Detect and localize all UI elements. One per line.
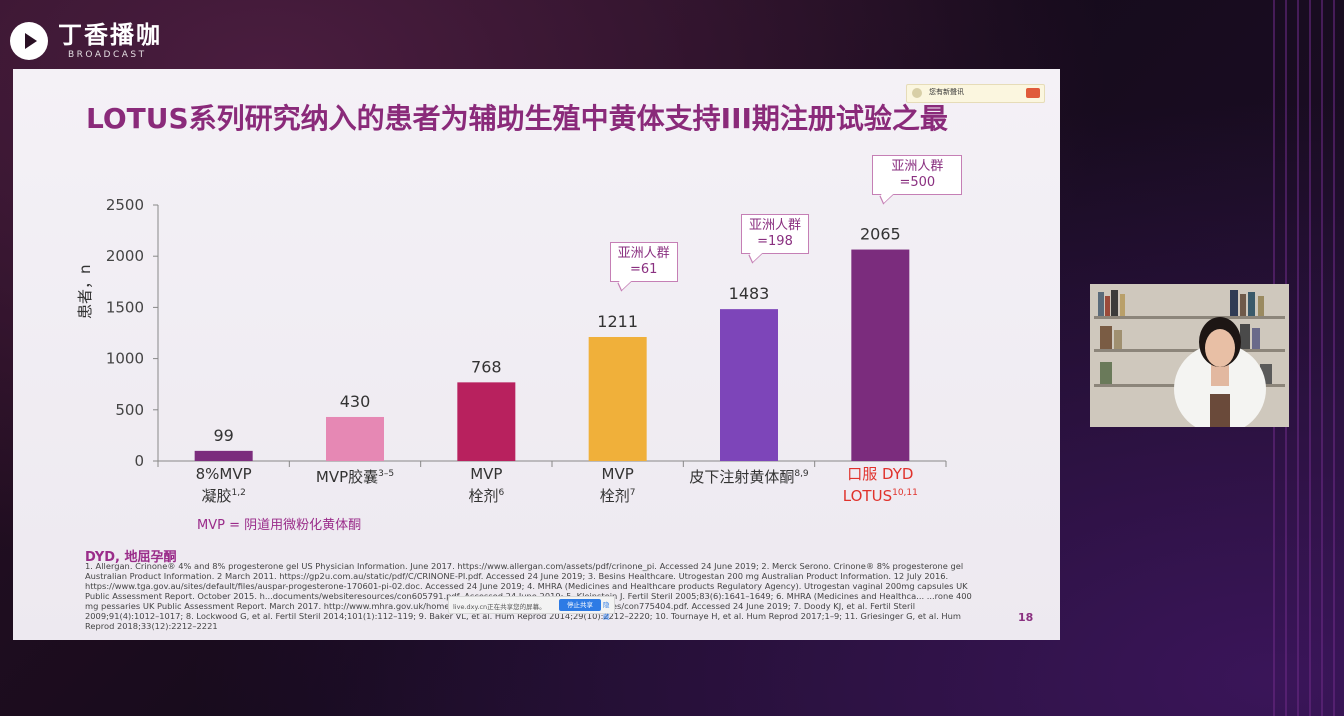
bar-value-label: 1211 bbox=[597, 312, 638, 331]
webcam-video[interactable] bbox=[1090, 284, 1289, 427]
page-number: 18 bbox=[1018, 611, 1034, 624]
notification-text: 您有新聲讯 bbox=[929, 88, 964, 96]
y-axis-label: 患者，n bbox=[76, 264, 94, 319]
slide-title: LOTUS系列研究纳入的患者为辅助生殖中黄体支持III期注册试验之最 bbox=[86, 102, 948, 135]
share-text: live.dxy.cn正在共享您的屏幕。 bbox=[453, 603, 546, 611]
bar bbox=[457, 382, 516, 461]
dyd-definition: DYD, 地屈孕酮 bbox=[85, 550, 177, 565]
screen-share-bar: live.dxy.cn正在共享您的屏幕。 停止共享 隐藏 bbox=[448, 596, 615, 621]
notification-icon bbox=[912, 88, 922, 98]
bar bbox=[720, 309, 778, 461]
brand-name: 丁香播咖 bbox=[58, 20, 162, 49]
x-category-label: 口服 DYD LOTUS10,11 bbox=[842, 465, 918, 505]
brand-subtitle: BROADCAST bbox=[68, 49, 147, 60]
presentation-slide: LOTUS系列研究纳入的患者为辅助生殖中黄体支持III期注册试验之最 您有新聲讯… bbox=[13, 69, 1060, 640]
bar bbox=[851, 249, 910, 461]
bar-value-label: 99 bbox=[213, 426, 233, 445]
bar-chart: 0 500 1000 1500 2000 2500 99 430 768 1211 1483 2065 bbox=[106, 196, 947, 470]
bar-value-label: 2065 bbox=[860, 225, 901, 244]
brand-logo[interactable]: 丁香播咖 BROADCAST bbox=[10, 22, 162, 60]
callout-text: 亚洲人群=198 bbox=[748, 218, 801, 250]
x-category-label: 皮下注射黄体酮8,9 bbox=[689, 468, 809, 486]
y-tick-label: 0 bbox=[134, 452, 144, 470]
x-category-label: 8%MVP 凝胶1,2 bbox=[195, 465, 252, 505]
y-tick-label: 2000 bbox=[106, 247, 144, 265]
bar-value-label: 430 bbox=[340, 392, 371, 411]
bar bbox=[588, 336, 647, 461]
y-tick-label: 1500 bbox=[106, 298, 144, 316]
notification-button[interactable] bbox=[1026, 88, 1040, 98]
asian-population-callout: 亚洲人群=500 bbox=[872, 154, 963, 204]
webcam-scene bbox=[1090, 284, 1289, 427]
x-category-label: MVP 栓剂7 bbox=[599, 465, 636, 505]
bar-value-label: 768 bbox=[471, 357, 502, 376]
stop-share-button[interactable]: 停止共享 bbox=[559, 599, 601, 611]
y-tick-label: 500 bbox=[115, 401, 144, 419]
bar-value-label: 1483 bbox=[729, 284, 770, 303]
x-category-label: MVP 栓剂6 bbox=[468, 465, 505, 505]
notification-bar[interactable]: 您有新聲讯 bbox=[906, 84, 1045, 103]
callout-text: 亚洲人群=500 bbox=[891, 158, 944, 190]
x-category-label: MVP胶囊3–5 bbox=[315, 468, 395, 486]
callout-text: 亚洲人群=61 bbox=[617, 245, 670, 277]
y-tick-label: 2500 bbox=[106, 196, 144, 214]
asian-population-callout: 亚洲人群=61 bbox=[609, 241, 678, 292]
bar bbox=[194, 450, 253, 461]
mvp-definition: MVP = 阴道用微粉化黄体酮 bbox=[197, 518, 362, 533]
play-icon bbox=[10, 22, 48, 60]
hide-share-button[interactable]: 隐藏 bbox=[603, 601, 610, 621]
bar bbox=[326, 416, 384, 461]
y-tick-label: 1000 bbox=[106, 350, 144, 368]
asian-population-callout: 亚洲人群=198 bbox=[741, 214, 809, 264]
